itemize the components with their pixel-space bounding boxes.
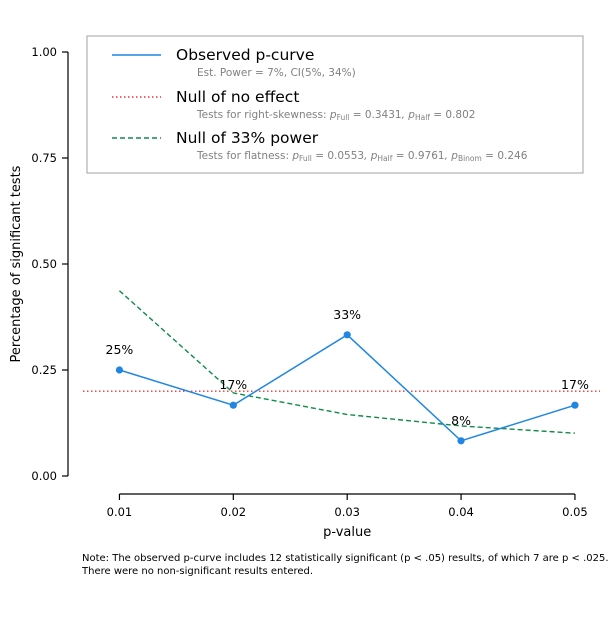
note-line-2: There were no non-significant results en… xyxy=(82,566,314,577)
legend-observed-label: Observed p-curve xyxy=(176,46,314,64)
observed-point-label: 8% xyxy=(451,413,471,428)
series-observed-line xyxy=(119,333,576,442)
axes: 0.00 0.25 0.50 0.75 1.00 0.01 0.02 0.03 0.04 0.05… xyxy=(9,45,588,540)
y-tick-label: 0.25 xyxy=(31,363,57,377)
series-null-33-power-line xyxy=(118,290,575,434)
legend-null-no-effect-label: Null of no effect xyxy=(176,88,299,106)
legend-null-33-power-label: Null of 33% power xyxy=(176,129,319,147)
observed-point-label: 33% xyxy=(333,307,361,322)
legend-observed-note: Est. Power = 7%, CI(5%, 34%) xyxy=(197,67,356,79)
observed-point xyxy=(571,401,579,409)
x-tick-label: 0.03 xyxy=(334,505,360,519)
legend-box xyxy=(86,35,584,174)
legend: Observed p-curve Est. Power = 7%, CI(5%, … xyxy=(86,35,584,174)
x-axis-title: p-value xyxy=(323,525,371,540)
legend-null-no-effect-note: Tests for right-skewness: pFull = 0.3431… xyxy=(196,109,475,122)
y-tick-label: 0.75 xyxy=(31,151,57,165)
observed-point xyxy=(457,437,465,445)
observed-point xyxy=(229,401,237,409)
observed-point xyxy=(115,366,124,374)
chart-note: Note: The observed p-curve includes 12 s… xyxy=(82,552,609,578)
x-tick-label: 0.05 xyxy=(562,505,588,519)
observed-point-label: 17% xyxy=(219,377,247,392)
observed-point xyxy=(343,331,351,339)
legend-null-33-power-note: Tests for flatness: pFull = 0.0553, pHal… xyxy=(196,150,528,163)
y-axis-title: Percentage of significant tests xyxy=(9,165,24,362)
y-tick-label: 0.50 xyxy=(31,257,57,271)
y-tick-label: 0.00 xyxy=(31,469,57,483)
observed-point-label: 17% xyxy=(561,377,589,392)
note-line-1: Note: The observed p-curve includes 12 s… xyxy=(82,553,609,564)
x-tick-label: 0.02 xyxy=(221,505,247,519)
x-tick-label: 0.01 xyxy=(107,505,133,519)
plot-area: 25% 17% 33% 8% 17% xyxy=(83,290,600,445)
x-tick-label: 0.04 xyxy=(448,505,474,519)
y-tick-label: 1.00 xyxy=(31,45,57,59)
observed-point-label: 25% xyxy=(106,342,134,357)
